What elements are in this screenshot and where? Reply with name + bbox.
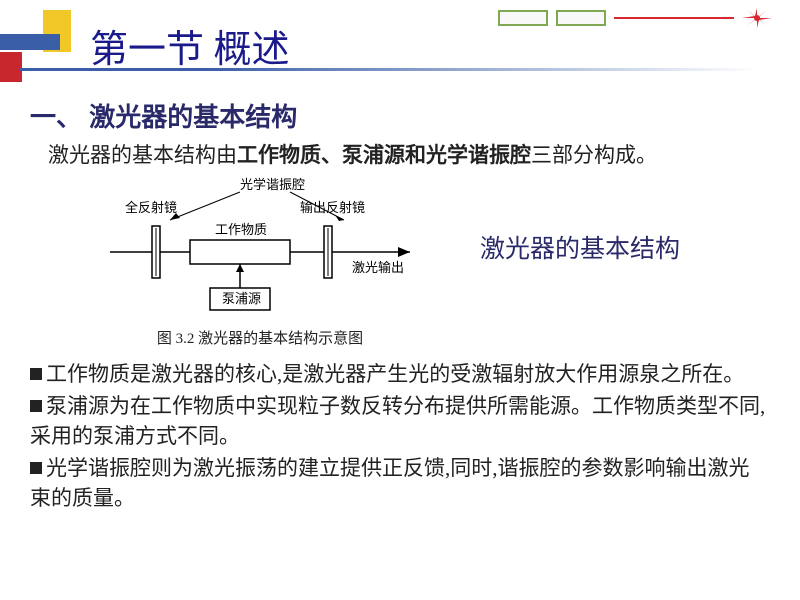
title-underline (20, 68, 760, 71)
intro-bold: 工作物质、泵浦源和光学谐振腔 (237, 143, 531, 167)
block-blue (0, 34, 60, 50)
label-cavity: 光学谐振腔 (240, 177, 305, 192)
label-output: 激光输出 (352, 260, 404, 275)
bullet-square-icon (30, 368, 42, 380)
bullet-text-2: 泵浦源为在工作物质中实现粒子数反转分布提供所需能源。工作物质类型不同,采用的泵浦… (30, 394, 765, 448)
diagram-side-label: 激光器的基本结构 (480, 229, 680, 265)
slide-content: 一、 激光器的基本结构 激光器的基本结构由工作物质、泵浦源和光学谐振腔三部分构成… (0, 85, 800, 514)
intro-suffix: 三部分构成。 (531, 143, 657, 167)
slide-title: 第一节 概述 (90, 18, 290, 73)
segment-1 (498, 10, 548, 26)
segment-2 (556, 10, 606, 26)
diagram-caption: 图 3.2 激光器的基本结构示意图 (90, 327, 430, 348)
bullet-3: 光学谐振腔则为激光振荡的建立提供正反馈,同时,谐振腔的参数影响输出激光束的质量。 (30, 454, 770, 514)
section-heading: 一、 激光器的基本结构 (30, 97, 770, 134)
bullet-list: 工作物质是激光器的核心,是激光器产生光的受激辐射放大作用源泉之所在。 泵浦源为在… (30, 360, 770, 513)
label-pump: 泵浦源 (222, 291, 261, 306)
bullet-text-1: 工作物质是激光器的核心,是激光器产生光的受激辐射放大作用源泉之所在。 (46, 362, 744, 386)
block-red (0, 52, 22, 82)
red-line (614, 17, 734, 19)
label-work-material: 工作物质 (215, 222, 267, 237)
bullet-square-icon (30, 400, 42, 412)
label-full-mirror: 全反射镜 (125, 200, 177, 215)
starburst-icon (742, 8, 772, 28)
top-right-decoration (498, 8, 772, 28)
diagram-row: 光学谐振腔 全反射镜 输出反射镜 工作物质 (30, 174, 770, 319)
laser-diagram: 光学谐振腔 全反射镜 输出反射镜 工作物质 (90, 174, 430, 319)
bullet-text-3: 光学谐振腔则为激光振荡的建立提供正反馈,同时,谐振腔的参数影响输出激光束的质量。 (30, 456, 750, 510)
intro-prefix: 激光器的基本结构由 (48, 143, 237, 167)
label-output-mirror: 输出反射镜 (300, 200, 365, 215)
intro-paragraph: 激光器的基本结构由工作物质、泵浦源和光学谐振腔三部分构成。 (48, 140, 770, 170)
bullet-square-icon (30, 462, 42, 474)
bullet-1: 工作物质是激光器的核心,是激光器产生光的受激辐射放大作用源泉之所在。 (30, 360, 770, 390)
bullet-2: 泵浦源为在工作物质中实现粒子数反转分布提供所需能源。工作物质类型不同,采用的泵浦… (30, 392, 770, 452)
